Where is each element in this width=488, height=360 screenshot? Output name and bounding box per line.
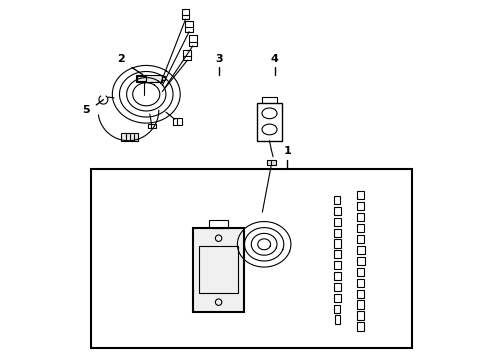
Bar xyxy=(334,294,340,302)
Bar xyxy=(181,9,189,19)
Text: 4: 4 xyxy=(270,54,278,64)
Bar xyxy=(137,76,146,81)
Bar xyxy=(256,103,282,141)
Text: 1: 1 xyxy=(283,147,291,157)
Text: 5: 5 xyxy=(81,105,89,115)
Bar xyxy=(185,21,193,32)
Bar xyxy=(199,246,238,293)
Bar xyxy=(334,315,340,324)
Bar xyxy=(183,50,191,60)
Bar xyxy=(334,196,340,204)
Bar xyxy=(356,202,364,210)
Bar xyxy=(333,261,340,269)
Bar xyxy=(356,212,364,221)
Bar xyxy=(333,272,340,280)
Bar xyxy=(334,305,340,313)
Bar xyxy=(208,220,228,228)
Bar xyxy=(266,160,276,165)
Text: 2: 2 xyxy=(117,54,125,64)
Bar xyxy=(356,224,364,232)
Bar xyxy=(334,207,340,215)
Bar xyxy=(333,229,340,237)
Bar xyxy=(357,323,363,331)
Bar xyxy=(333,218,340,226)
Bar xyxy=(91,169,411,348)
Bar xyxy=(356,279,364,287)
Bar xyxy=(148,124,156,128)
Bar xyxy=(333,283,340,291)
Bar xyxy=(356,235,364,243)
Text: 3: 3 xyxy=(215,54,223,64)
Bar xyxy=(356,246,364,254)
Bar xyxy=(162,76,165,80)
Bar xyxy=(356,289,364,298)
Bar xyxy=(356,301,364,309)
Bar xyxy=(356,257,364,265)
Bar xyxy=(356,267,364,276)
Bar xyxy=(121,133,138,141)
Bar xyxy=(188,35,196,46)
Bar xyxy=(333,239,340,248)
Bar xyxy=(135,75,162,82)
Bar xyxy=(192,228,244,312)
Bar xyxy=(356,311,363,320)
Bar xyxy=(172,118,181,125)
Bar xyxy=(356,190,363,199)
Bar xyxy=(333,250,340,258)
